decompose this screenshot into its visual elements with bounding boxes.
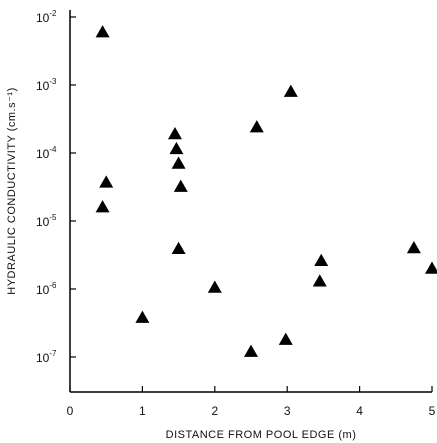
data-point: [283, 84, 298, 97]
y-tick-label: 10-5: [36, 213, 57, 229]
x-axis-title: DISTANCE FROM POOL EDGE (m): [166, 429, 357, 441]
data-point: [207, 280, 222, 293]
x-tick-label: 0: [67, 404, 74, 418]
y-tick-label: 10-4: [36, 145, 57, 161]
data-point: [169, 141, 184, 155]
x-tick-label: 2: [211, 404, 218, 418]
data-point: [312, 274, 327, 287]
data-point: [244, 344, 258, 357]
data-point: [135, 310, 150, 323]
data-point: [171, 156, 186, 169]
data-point: [314, 253, 329, 267]
data-point: [171, 241, 186, 255]
y-tick-label: 10-3: [36, 77, 57, 93]
plot-axes: [69, 10, 433, 393]
y-tick-label: 10-7: [36, 349, 57, 365]
y-tick-label: 10-2: [36, 9, 57, 25]
y-axis-title: HYDRAULIC CONDUCTIVITY (cm.s⁻¹): [6, 87, 18, 295]
data-point: [99, 175, 114, 188]
data-point: [425, 261, 437, 274]
data-point: [406, 241, 421, 254]
x-tick-label: 1: [139, 404, 146, 418]
data-point: [278, 332, 293, 345]
x-tick-label: 5: [429, 404, 436, 418]
data-points: [95, 25, 437, 357]
data-point: [249, 120, 264, 133]
data-point: [95, 25, 110, 38]
y-tick-labels: 10-7 10-6 10-5 10-4 10-3 10-2: [36, 9, 57, 365]
x-tick-label: 4: [356, 404, 363, 418]
x-tick-labels: 0 1 2 3 4 5: [67, 404, 436, 418]
data-point: [167, 127, 182, 140]
x-tick-label: 3: [284, 404, 291, 418]
data-point: [95, 200, 110, 213]
data-point: [173, 179, 188, 192]
y-tick-label: 10-6: [36, 281, 57, 297]
